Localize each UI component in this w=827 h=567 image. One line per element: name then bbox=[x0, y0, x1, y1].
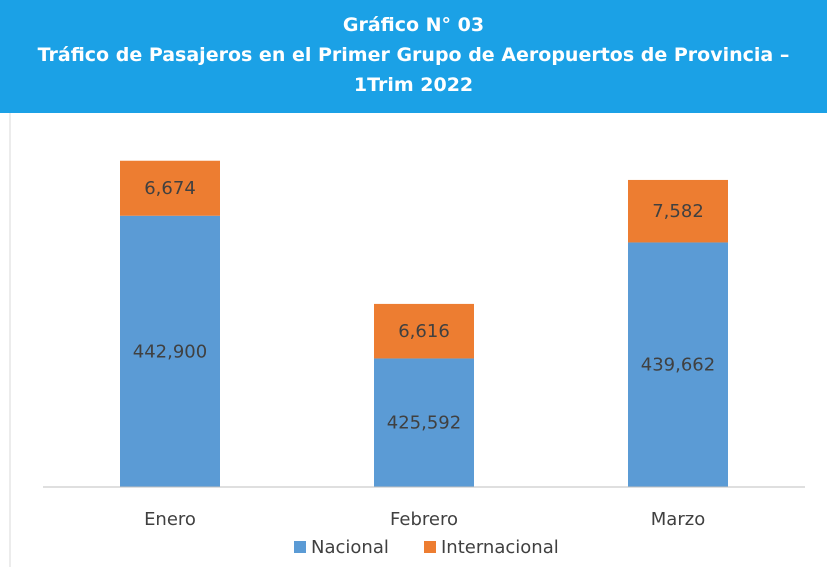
x-tick-label: Enero bbox=[144, 509, 196, 530]
bar-segment bbox=[374, 303, 474, 359]
chart-title: Gráfico N° 03 bbox=[342, 14, 485, 36]
bar-segment bbox=[120, 215, 220, 487]
data-label: 439,662 bbox=[641, 355, 715, 376]
chart-subtitle: Tráfico de Pasajeros en el Primer Grupo … bbox=[37, 44, 790, 96]
data-label: 442,900 bbox=[133, 341, 207, 362]
legend-swatch bbox=[294, 541, 306, 553]
data-label: 6,674 bbox=[144, 178, 196, 199]
data-label: 425,592 bbox=[387, 413, 461, 434]
legend-swatch bbox=[424, 541, 436, 553]
legend-label: Internacional bbox=[441, 537, 559, 558]
bar-segment bbox=[374, 358, 474, 487]
bar-segment bbox=[628, 242, 728, 487]
x-tick-label: Febrero bbox=[390, 509, 458, 530]
data-label: 7,582 bbox=[652, 201, 704, 222]
bar-segment bbox=[120, 160, 220, 216]
legend-label: Nacional bbox=[311, 537, 389, 558]
bar-segment bbox=[628, 179, 728, 243]
data-label: 6,616 bbox=[398, 321, 450, 342]
header: Gráfico N° 03 Tráfico de Pasajeros en el… bbox=[0, 0, 827, 113]
x-tick-label: Marzo bbox=[651, 509, 705, 530]
